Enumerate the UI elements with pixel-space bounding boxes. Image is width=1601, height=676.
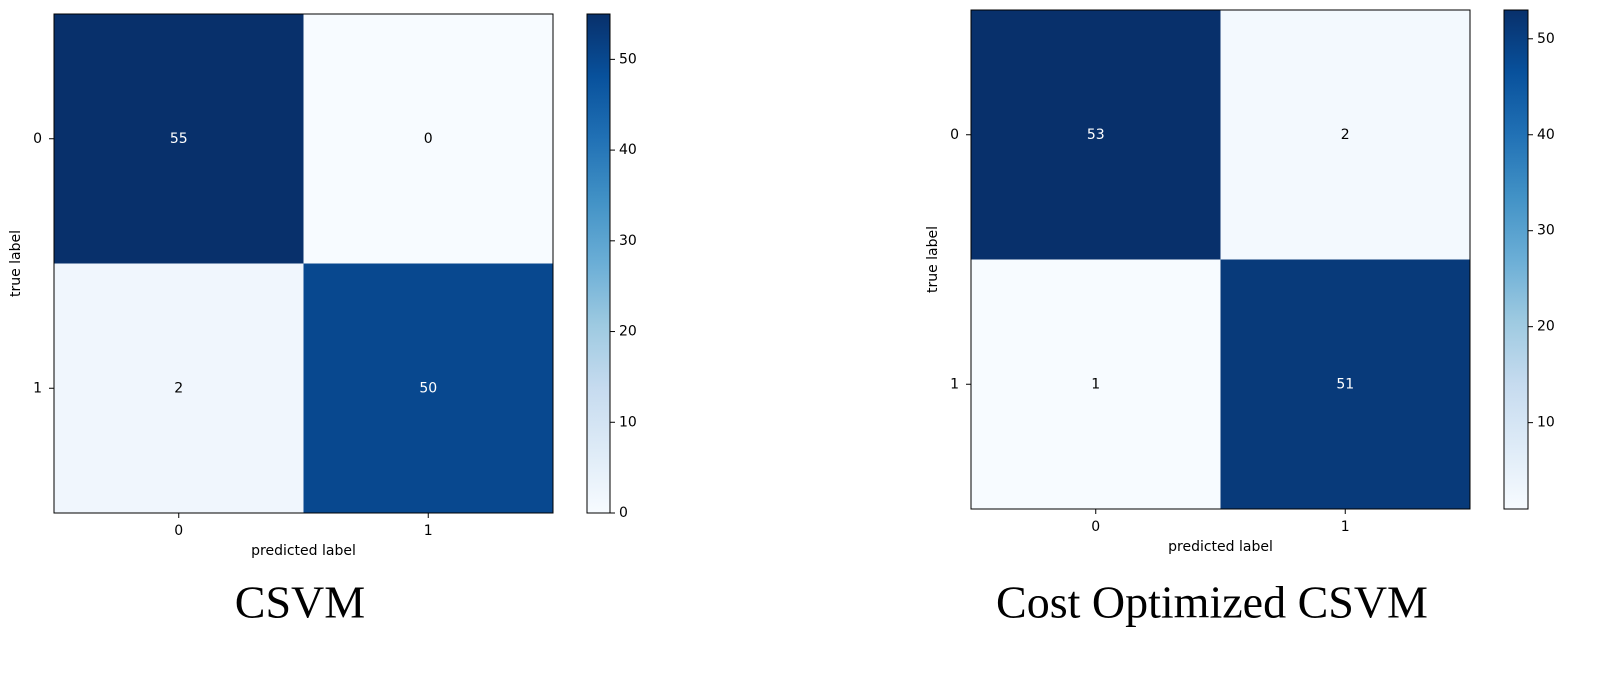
y-tick-label: 1	[33, 380, 42, 396]
y-axis-label: true label	[925, 226, 941, 293]
cell-label: 2	[1341, 127, 1350, 143]
cell-label: 53	[1087, 127, 1105, 143]
y-tick-label: 1	[950, 376, 959, 392]
heatmap-cell	[54, 14, 304, 264]
colorbar-tick-label: 20	[619, 324, 637, 340]
colorbar	[586, 13, 611, 514]
colorbar-tick-label: 30	[1537, 223, 1555, 239]
colorbar-tick-label: 40	[1537, 127, 1555, 143]
cell-label: 50	[419, 380, 437, 396]
heatmap-cell	[303, 263, 553, 513]
colorbar-tick-label: 40	[619, 142, 637, 158]
cell-label: 2	[174, 380, 183, 396]
heatmap-cell	[1220, 259, 1470, 509]
cell-label: 51	[1336, 376, 1354, 392]
x-axis-label: predicted label	[251, 543, 356, 559]
heatmap-cell	[54, 263, 304, 513]
heatmap-cell	[971, 10, 1221, 260]
colorbar-tick-label: 50	[619, 51, 637, 67]
colorbar-tick-label: 20	[1537, 319, 1555, 335]
caption: CSVM	[235, 577, 365, 628]
y-tick-label: 0	[33, 131, 42, 147]
colorbar-tick-label: 10	[619, 414, 637, 430]
caption: Cost Optimized CSVM	[996, 577, 1428, 628]
plot-frame	[970, 9, 1471, 510]
heatmap-cell	[971, 259, 1221, 509]
colorbar-tick-label: 10	[1537, 415, 1555, 431]
colorbar-tick-label: 50	[1537, 31, 1555, 47]
colorbar-tick-label: 0	[619, 505, 628, 521]
y-tick-label: 0	[950, 127, 959, 143]
colorbar	[1503, 9, 1529, 510]
x-tick-label: 1	[424, 523, 433, 539]
x-axis-label: predicted label	[1168, 539, 1273, 555]
cell-label: 1	[1091, 376, 1100, 392]
y-axis-label: true label	[8, 230, 24, 297]
cell-label: 55	[170, 131, 188, 147]
x-tick-label: 0	[1091, 519, 1100, 535]
heatmap-cell	[303, 14, 553, 264]
heatmap-cell	[1220, 10, 1470, 260]
colorbar-tick-label: 30	[619, 233, 637, 249]
x-tick-label: 0	[174, 523, 183, 539]
plot-frame	[53, 13, 554, 514]
x-tick-label: 1	[1341, 519, 1350, 535]
cell-label: 0	[424, 131, 433, 147]
